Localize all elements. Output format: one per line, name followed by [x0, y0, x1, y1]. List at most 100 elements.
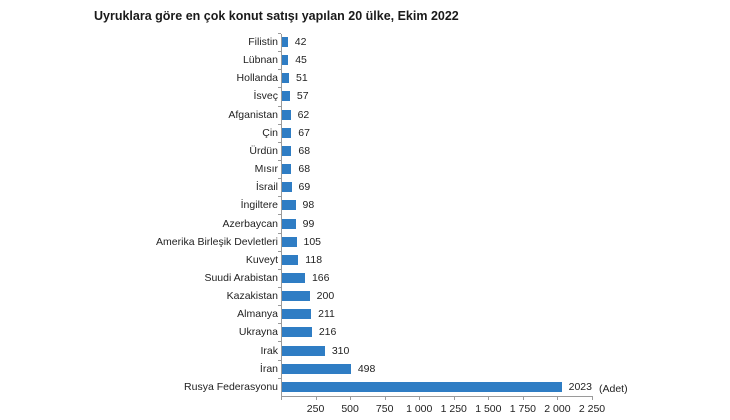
x-tick-label: 2 250: [578, 403, 606, 415]
y-tick: [278, 287, 281, 289]
y-tick: [278, 87, 281, 89]
y-tick: [278, 32, 281, 34]
data-label: 45: [295, 54, 307, 67]
data-label: 68: [298, 144, 311, 157]
x-tick: [453, 396, 455, 400]
bar: [282, 272, 305, 283]
y-tick: [278, 214, 281, 216]
bar: [282, 345, 325, 356]
category-label: Irak: [260, 344, 278, 357]
bar: [282, 164, 292, 175]
category-label: Mısır: [254, 163, 278, 176]
y-tick: [278, 141, 281, 143]
category-label: Suudi Arabistan: [204, 271, 278, 284]
y-tick: [278, 105, 281, 107]
category-label: Kuveyt: [245, 253, 278, 266]
y-tick: [278, 359, 281, 361]
category-label: İsveç: [253, 90, 278, 103]
data-label: 216: [318, 326, 337, 339]
x-tick: [315, 396, 317, 400]
y-tick: [278, 341, 281, 343]
data-label: 2023: [568, 380, 592, 393]
x-tick: [419, 396, 421, 400]
y-tick: [278, 377, 281, 379]
data-label: 105: [303, 235, 322, 248]
x-tick-label: 1 250: [440, 403, 467, 415]
x-tick: [557, 396, 559, 400]
bar: [282, 73, 290, 84]
data-label: 99: [302, 217, 315, 230]
category-label: Ürdün: [249, 144, 278, 157]
bar: [282, 254, 299, 265]
category-label: İsrail: [255, 181, 278, 194]
data-label: 310: [331, 344, 350, 357]
y-tick: [278, 250, 281, 252]
x-tick-label: 2 000: [544, 403, 571, 415]
bar: [282, 37, 288, 47]
bar: [282, 309, 312, 320]
category-label: Kazakistan: [226, 290, 278, 303]
y-tick: [278, 123, 281, 125]
unit-label: (Adet): [599, 383, 628, 395]
x-tick-label: 250: [306, 403, 325, 415]
y-tick: [278, 69, 281, 71]
x-tick: [522, 396, 524, 400]
data-label: 57: [296, 90, 309, 103]
y-tick: [278, 178, 281, 180]
bar: [282, 200, 296, 211]
data-label: 211: [318, 308, 335, 321]
bar: [282, 109, 291, 120]
x-tick: [384, 396, 386, 400]
bar: [282, 327, 312, 338]
bar: [282, 218, 296, 229]
y-tick: [278, 196, 281, 198]
x-tick-label: 500: [341, 403, 359, 415]
category-label: Amerika Birleşik Devletleri: [156, 235, 278, 248]
category-label: Filistin: [248, 36, 278, 48]
y-tick: [278, 51, 281, 53]
x-axis: [281, 396, 593, 397]
chart-title: Uyruklara göre en çok konut satışı yapıl…: [94, 9, 459, 23]
data-label: 62: [297, 108, 310, 121]
category-label: Rusya Federasyonu: [184, 380, 278, 393]
bar: [282, 55, 289, 66]
bar: [282, 291, 310, 302]
data-label: 68: [298, 163, 311, 176]
category-label: Çin: [262, 126, 278, 139]
data-label: 200: [316, 290, 335, 303]
y-tick: [278, 159, 281, 161]
category-label: Azerbaycan: [222, 217, 278, 230]
category-label: İngiltere: [240, 199, 278, 212]
y-tick: [278, 305, 281, 307]
bar: [282, 182, 292, 193]
y-axis: [281, 34, 282, 397]
y-tick: [278, 323, 281, 325]
bar: [282, 145, 292, 156]
category-label: Almanya: [237, 308, 278, 321]
category-label: Afganistan: [228, 108, 278, 121]
x-tick: [281, 396, 282, 400]
data-label: 51: [296, 72, 308, 85]
data-label: 166: [311, 271, 330, 284]
category-label: Hollanda: [236, 72, 278, 85]
category-label: Ukrayna: [238, 326, 278, 339]
category-label: Lübnan: [242, 54, 278, 67]
x-tick-label: 750: [375, 403, 394, 415]
bar: [282, 91, 290, 102]
data-label: 69: [298, 181, 311, 194]
bar: [282, 127, 292, 138]
y-tick: [278, 268, 281, 270]
bar: [282, 236, 297, 247]
x-tick: [592, 396, 593, 400]
x-tick: [350, 396, 352, 400]
data-label: 98: [302, 199, 315, 212]
data-label: 118: [305, 253, 323, 266]
x-tick-label: 1 000: [406, 403, 433, 415]
x-tick: [488, 396, 490, 400]
bar: [282, 381, 562, 392]
category-label: İran: [259, 362, 278, 375]
x-tick-label: 1 500: [475, 403, 502, 415]
bar: [282, 363, 351, 374]
y-tick: [278, 232, 281, 234]
data-label: 498: [357, 362, 376, 375]
